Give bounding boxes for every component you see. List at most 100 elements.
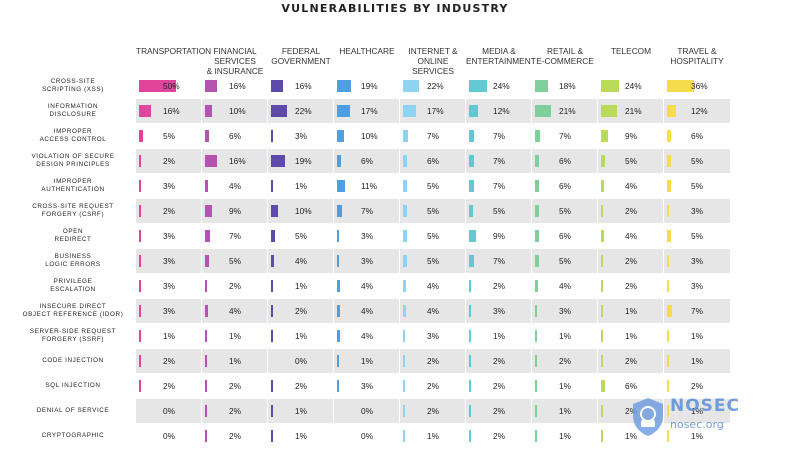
- data-label: 12%: [691, 106, 708, 116]
- data-bar: [271, 80, 283, 92]
- data-bar: [271, 205, 279, 217]
- data-bar: [469, 230, 476, 242]
- data-label: 2%: [163, 206, 175, 216]
- data-bar: [601, 80, 619, 92]
- data-label: 4%: [229, 181, 241, 191]
- data-bar: [469, 380, 471, 392]
- data-label: 22%: [427, 81, 444, 91]
- data-bar: [601, 430, 603, 442]
- data-bar: [139, 330, 141, 342]
- column-header: FINANCIAL SERVICES & INSURANCE: [202, 46, 268, 76]
- data-label: 2%: [493, 356, 505, 366]
- data-label: 3%: [361, 256, 373, 266]
- data-label: 3%: [163, 306, 175, 316]
- data-bar: [139, 180, 142, 192]
- data-bar: [601, 205, 603, 217]
- data-label: 0%: [361, 431, 373, 441]
- data-bar: [469, 305, 472, 317]
- column-header-line: TRAVEL &: [677, 46, 717, 56]
- data-label: 4%: [625, 231, 637, 241]
- data-label: 2%: [625, 281, 637, 291]
- data-bar: [205, 280, 207, 292]
- data-bar: [403, 230, 407, 242]
- row-label: BUSINESS LOGIC ERRORS: [14, 253, 132, 269]
- data-bar: [205, 355, 207, 367]
- data-label: 10%: [295, 206, 312, 216]
- data-bar: [337, 280, 340, 292]
- data-label: 7%: [493, 181, 505, 191]
- data-label: 7%: [493, 256, 505, 266]
- data-label: 7%: [493, 131, 505, 141]
- row-label-line: SQL INJECTION: [45, 382, 101, 389]
- row-label-line: INSECURE DIRECT: [39, 303, 107, 310]
- data-bar: [205, 255, 209, 267]
- data-bar: [205, 430, 207, 442]
- data-bar: [601, 355, 603, 367]
- shield-icon: [633, 398, 663, 436]
- data-label: 2%: [163, 381, 175, 391]
- data-label: 1%: [427, 431, 439, 441]
- data-bar: [667, 430, 669, 442]
- row-label-line: INFORMATION: [47, 103, 99, 110]
- data-bar: [337, 255, 340, 267]
- data-bar: [403, 130, 409, 142]
- data-label: 1%: [625, 306, 637, 316]
- data-label: 9%: [229, 206, 241, 216]
- data-label: 3%: [295, 131, 307, 141]
- data-label: 5%: [625, 156, 637, 166]
- row-label-line: FORGERY (SSRF): [41, 336, 105, 343]
- row-label-line: VIOLATION OF SECURE: [31, 153, 115, 160]
- table-row: [136, 249, 730, 273]
- data-bar: [667, 280, 670, 292]
- data-bar: [469, 430, 471, 442]
- data-bar: [403, 80, 420, 92]
- data-label: 3%: [691, 256, 703, 266]
- column-header: HEALTHCARE: [334, 46, 400, 56]
- row-label-line: OPEN: [62, 228, 84, 235]
- data-label: 2%: [229, 381, 241, 391]
- data-label: 16%: [229, 81, 246, 91]
- row-label-line: FORGERY (CSRF): [41, 211, 105, 218]
- column-header: MEDIA & ENTERTAINMENT: [466, 46, 536, 66]
- row-label: IMPROPER ACCESS CONTROL: [14, 128, 132, 144]
- data-label: 5%: [427, 181, 439, 191]
- data-label: 4%: [559, 281, 571, 291]
- column-header: TELECOM: [598, 46, 664, 56]
- data-bar: [139, 155, 141, 167]
- data-label: 22%: [295, 106, 312, 116]
- data-label: 3%: [361, 381, 373, 391]
- data-label: 1%: [691, 431, 703, 441]
- data-bar: [469, 155, 475, 167]
- data-bar: [535, 355, 537, 367]
- data-label: 3%: [163, 281, 175, 291]
- data-label: 1%: [229, 331, 241, 341]
- data-bar: [667, 180, 671, 192]
- row-label-line: DESIGN PRINCIPLES: [36, 161, 110, 168]
- data-bar: [601, 255, 603, 267]
- data-bar: [337, 355, 339, 367]
- data-label: 12%: [493, 106, 510, 116]
- data-label: 1%: [625, 431, 637, 441]
- data-bar: [469, 205, 473, 217]
- data-bar: [271, 430, 273, 442]
- data-bar: [205, 180, 208, 192]
- row-label-line: SCRIPTING (XSS): [42, 86, 104, 93]
- data-label: 16%: [163, 106, 180, 116]
- row-label-line: IMPROPER: [53, 128, 93, 135]
- column-separator: [663, 70, 664, 458]
- row-label: SERVER-SIDE REQUEST FORGERY (SSRF): [14, 328, 132, 344]
- data-label: 2%: [625, 256, 637, 266]
- data-label: 1%: [163, 331, 175, 341]
- data-label: 4%: [361, 281, 373, 291]
- data-label: 2%: [691, 381, 703, 391]
- data-label: 5%: [229, 256, 241, 266]
- watermark-url: nosec.org: [670, 418, 724, 431]
- data-bar: [403, 405, 405, 417]
- data-label: 1%: [229, 356, 241, 366]
- data-label: 36%: [691, 81, 708, 91]
- data-label: 5%: [427, 231, 439, 241]
- data-label: 21%: [559, 106, 576, 116]
- data-bar: [667, 130, 672, 142]
- column-header-line: INTERNET &: [408, 46, 458, 56]
- data-label: 2%: [493, 431, 505, 441]
